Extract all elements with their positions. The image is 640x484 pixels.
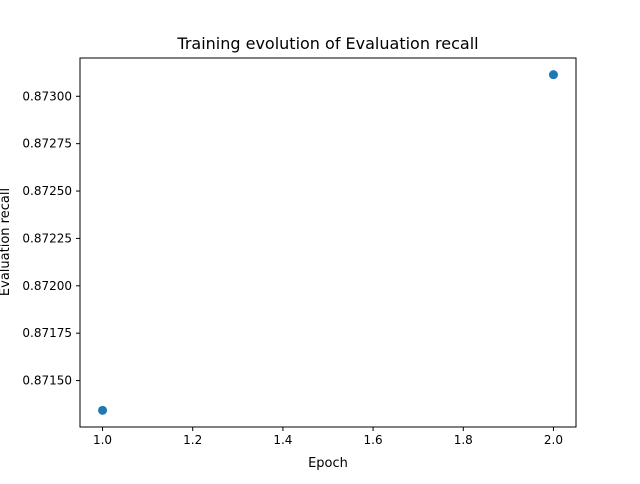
x-tick-label: 2.0	[544, 433, 563, 447]
plot-background	[80, 58, 576, 427]
y-tick-label: 0.87250	[22, 184, 72, 198]
x-tick-label: 1.8	[454, 433, 473, 447]
data-points	[98, 70, 558, 415]
y-axis-label: Evaluation recall	[0, 188, 13, 296]
x-axis-label: Epoch	[308, 456, 348, 471]
y-tick-label: 0.87150	[22, 374, 72, 388]
y-tick-label: 0.87300	[22, 89, 72, 103]
x-tick-label: 1.0	[93, 433, 112, 447]
y-axis-ticks: 0.87150 0.87175 0.87200 0.87225 0.87250 0.872…	[22, 89, 80, 388]
y-tick-label: 0.87175	[22, 326, 72, 340]
x-tick-label: 1.6	[364, 433, 383, 447]
x-tick-label: 1.2	[183, 433, 202, 447]
x-axis-ticks: 1.0 1.2 1.4 1.6 1.8 2.0	[93, 427, 563, 447]
plot-frame	[79, 57, 577, 428]
y-tick-label: 0.87275	[22, 137, 72, 151]
plot-area	[80, 58, 576, 427]
chart-title: Training evolution of Evaluation recall	[176, 34, 478, 53]
y-tick-label: 0.87200	[22, 279, 72, 293]
x-tick-label: 1.4	[273, 433, 292, 447]
data-point	[98, 405, 108, 415]
y-tick-label: 0.87225	[22, 231, 72, 245]
data-point	[548, 70, 558, 80]
